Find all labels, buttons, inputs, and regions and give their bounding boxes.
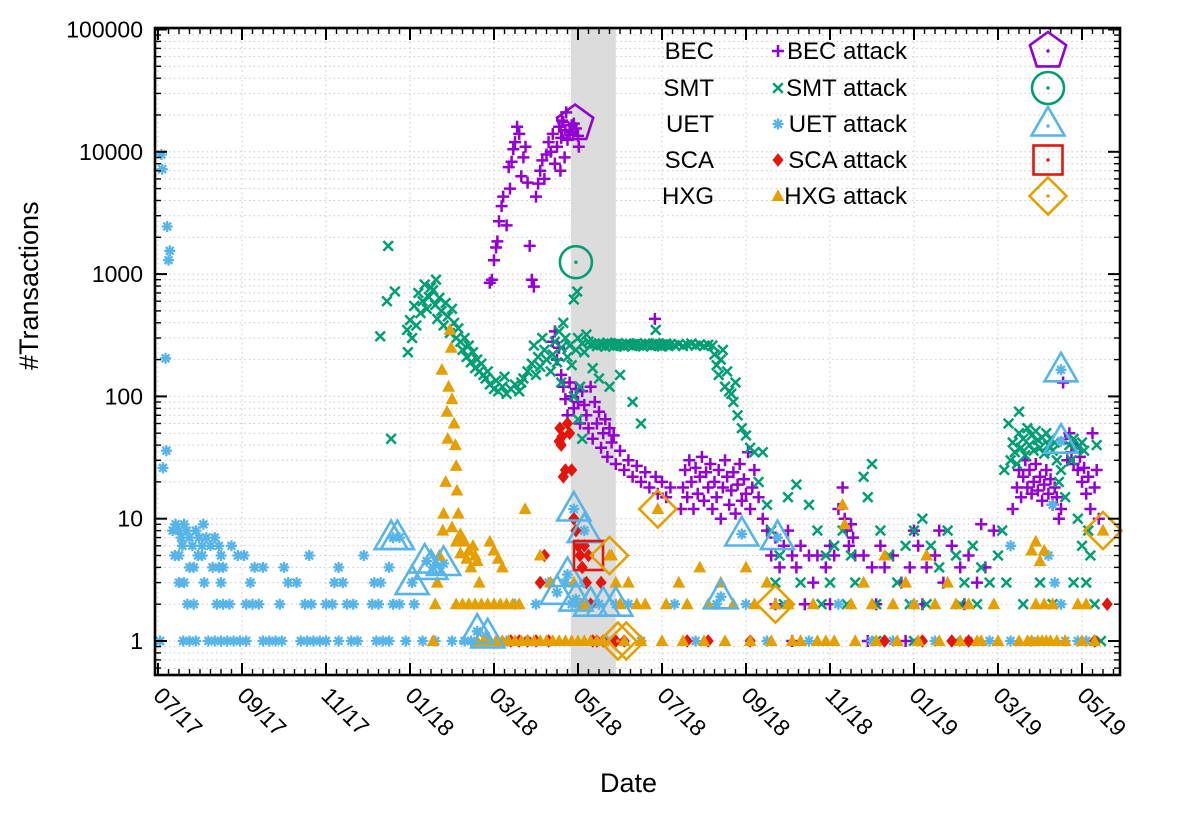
legend-label-UET: UET <box>666 111 714 138</box>
y-axis-title: #Transactions <box>14 201 44 370</box>
plot-border-and-ticks <box>153 26 1122 677</box>
svg-text:10: 10 <box>117 506 143 532</box>
svg-text:1: 1 <box>130 628 143 654</box>
legend-label-SMT: SMT <box>663 75 714 102</box>
legend-label-SCA-attack: SCA attack <box>788 147 908 174</box>
y-tick-labels: 1 10 100 1000 10000 100000 <box>66 17 143 655</box>
series-SMT-attack <box>558 244 594 280</box>
svg-text:09/18: 09/18 <box>736 682 795 741</box>
svg-text:03/18: 03/18 <box>484 682 543 741</box>
svg-text:11/17: 11/17 <box>316 682 374 740</box>
series-HXG <box>426 323 1110 646</box>
series-UET-attack <box>372 350 1080 649</box>
legend-label-SMT-attack: SMT attack <box>786 75 908 102</box>
svg-text:100: 100 <box>105 383 143 409</box>
legend-label-BEC-attack: BEC attack <box>787 38 908 65</box>
svg-text:1000: 1000 <box>92 261 143 287</box>
svg-text:01/18: 01/18 <box>400 682 459 741</box>
x-axis-title: Date <box>600 768 658 798</box>
x-tick-labels: 07/17 09/17 11/17 01/18 03/18 05/18 07/18 09/18… <box>148 682 1131 741</box>
svg-text:11/18: 11/18 <box>820 682 878 740</box>
svg-text:10000: 10000 <box>79 139 143 165</box>
svg-text:100000: 100000 <box>66 17 143 43</box>
svg-text:09/17: 09/17 <box>232 682 291 741</box>
svg-text:05/18: 05/18 <box>568 682 627 741</box>
series-HXG-attack <box>589 488 1124 662</box>
series-UET <box>154 149 1092 647</box>
series-SCA-attack <box>572 539 605 572</box>
legend-label-BEC: BEC <box>665 38 714 65</box>
series-SMT <box>374 240 1107 647</box>
legend-label-HXG: HXG <box>662 183 714 210</box>
legend: BEC BEC attack SMT SMT attack UET UET attack S… <box>662 30 1069 217</box>
series-BEC-attack <box>555 102 595 141</box>
svg-text:01/19: 01/19 <box>904 682 963 741</box>
svg-text:03/19: 03/19 <box>988 682 1047 741</box>
svg-text:05/19: 05/19 <box>1072 682 1131 741</box>
svg-text:07/17: 07/17 <box>148 682 207 741</box>
legend-label-UET-attack: UET attack <box>789 111 908 138</box>
svg-text:07/18: 07/18 <box>652 682 711 741</box>
legend-label-HXG-attack: HXG attack <box>784 183 908 210</box>
legend-label-SCA: SCA <box>665 147 714 174</box>
